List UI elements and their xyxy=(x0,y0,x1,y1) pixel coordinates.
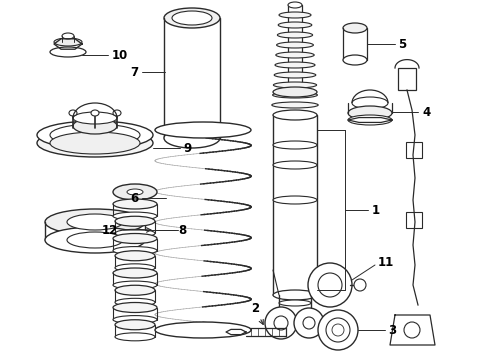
Text: 12: 12 xyxy=(102,224,151,237)
Ellipse shape xyxy=(348,115,392,125)
Ellipse shape xyxy=(37,129,153,157)
Ellipse shape xyxy=(73,112,117,124)
Ellipse shape xyxy=(273,290,317,300)
Ellipse shape xyxy=(115,320,155,330)
Ellipse shape xyxy=(343,55,367,65)
Text: 2: 2 xyxy=(251,302,263,324)
Ellipse shape xyxy=(352,97,388,109)
Ellipse shape xyxy=(303,317,315,329)
Text: 10: 10 xyxy=(112,49,128,62)
Ellipse shape xyxy=(294,308,324,338)
Ellipse shape xyxy=(273,87,317,97)
Ellipse shape xyxy=(279,300,311,306)
Ellipse shape xyxy=(50,132,140,154)
Ellipse shape xyxy=(54,38,82,46)
Ellipse shape xyxy=(343,23,367,33)
Ellipse shape xyxy=(288,2,302,8)
Bar xyxy=(406,212,422,228)
Ellipse shape xyxy=(62,33,74,39)
Bar xyxy=(406,142,422,158)
Text: 9: 9 xyxy=(183,141,191,154)
Ellipse shape xyxy=(155,122,251,138)
Ellipse shape xyxy=(50,47,86,57)
Ellipse shape xyxy=(67,232,123,248)
Ellipse shape xyxy=(318,310,358,350)
Text: 4: 4 xyxy=(422,105,430,118)
Ellipse shape xyxy=(113,212,157,220)
Ellipse shape xyxy=(115,285,155,295)
Ellipse shape xyxy=(273,196,317,204)
Ellipse shape xyxy=(127,189,143,195)
Ellipse shape xyxy=(67,214,123,230)
Text: 3: 3 xyxy=(388,324,396,337)
Ellipse shape xyxy=(272,102,318,108)
Ellipse shape xyxy=(113,316,157,324)
Ellipse shape xyxy=(272,92,318,98)
Ellipse shape xyxy=(308,263,352,307)
Ellipse shape xyxy=(115,251,155,261)
Ellipse shape xyxy=(274,72,316,78)
Ellipse shape xyxy=(113,199,157,209)
Ellipse shape xyxy=(115,229,155,237)
Ellipse shape xyxy=(354,279,366,291)
Text: 1: 1 xyxy=(372,203,380,216)
Text: 8: 8 xyxy=(178,224,186,237)
Ellipse shape xyxy=(155,322,251,338)
Ellipse shape xyxy=(273,82,317,88)
Ellipse shape xyxy=(115,264,155,272)
Ellipse shape xyxy=(115,298,155,306)
Ellipse shape xyxy=(45,209,145,235)
Ellipse shape xyxy=(274,316,288,330)
Ellipse shape xyxy=(91,110,99,116)
Ellipse shape xyxy=(273,110,317,120)
Ellipse shape xyxy=(113,281,157,289)
Ellipse shape xyxy=(50,124,140,146)
Ellipse shape xyxy=(113,302,157,312)
Ellipse shape xyxy=(278,22,312,28)
Text: 11: 11 xyxy=(378,256,394,270)
Ellipse shape xyxy=(113,110,121,116)
Ellipse shape xyxy=(326,318,350,342)
Ellipse shape xyxy=(275,62,315,68)
Ellipse shape xyxy=(115,333,155,341)
Text: 5: 5 xyxy=(398,37,406,50)
Text: 6: 6 xyxy=(130,192,138,204)
Ellipse shape xyxy=(164,8,220,28)
Bar xyxy=(398,68,416,90)
Ellipse shape xyxy=(276,42,314,48)
Ellipse shape xyxy=(37,121,153,149)
Ellipse shape xyxy=(113,247,157,255)
Ellipse shape xyxy=(348,106,392,120)
Ellipse shape xyxy=(226,329,246,335)
Ellipse shape xyxy=(265,307,297,339)
Ellipse shape xyxy=(276,52,314,58)
Ellipse shape xyxy=(69,110,77,116)
Ellipse shape xyxy=(172,11,212,25)
Ellipse shape xyxy=(113,268,157,278)
Ellipse shape xyxy=(164,128,220,148)
Ellipse shape xyxy=(332,324,344,336)
Ellipse shape xyxy=(73,118,117,134)
Ellipse shape xyxy=(113,184,157,200)
Ellipse shape xyxy=(115,216,155,226)
Ellipse shape xyxy=(277,32,313,38)
Ellipse shape xyxy=(279,12,311,18)
Ellipse shape xyxy=(45,227,145,253)
Ellipse shape xyxy=(273,141,317,149)
Ellipse shape xyxy=(404,322,420,338)
Ellipse shape xyxy=(273,161,317,169)
Ellipse shape xyxy=(318,273,342,297)
Text: 7: 7 xyxy=(130,66,138,78)
Ellipse shape xyxy=(113,234,157,243)
